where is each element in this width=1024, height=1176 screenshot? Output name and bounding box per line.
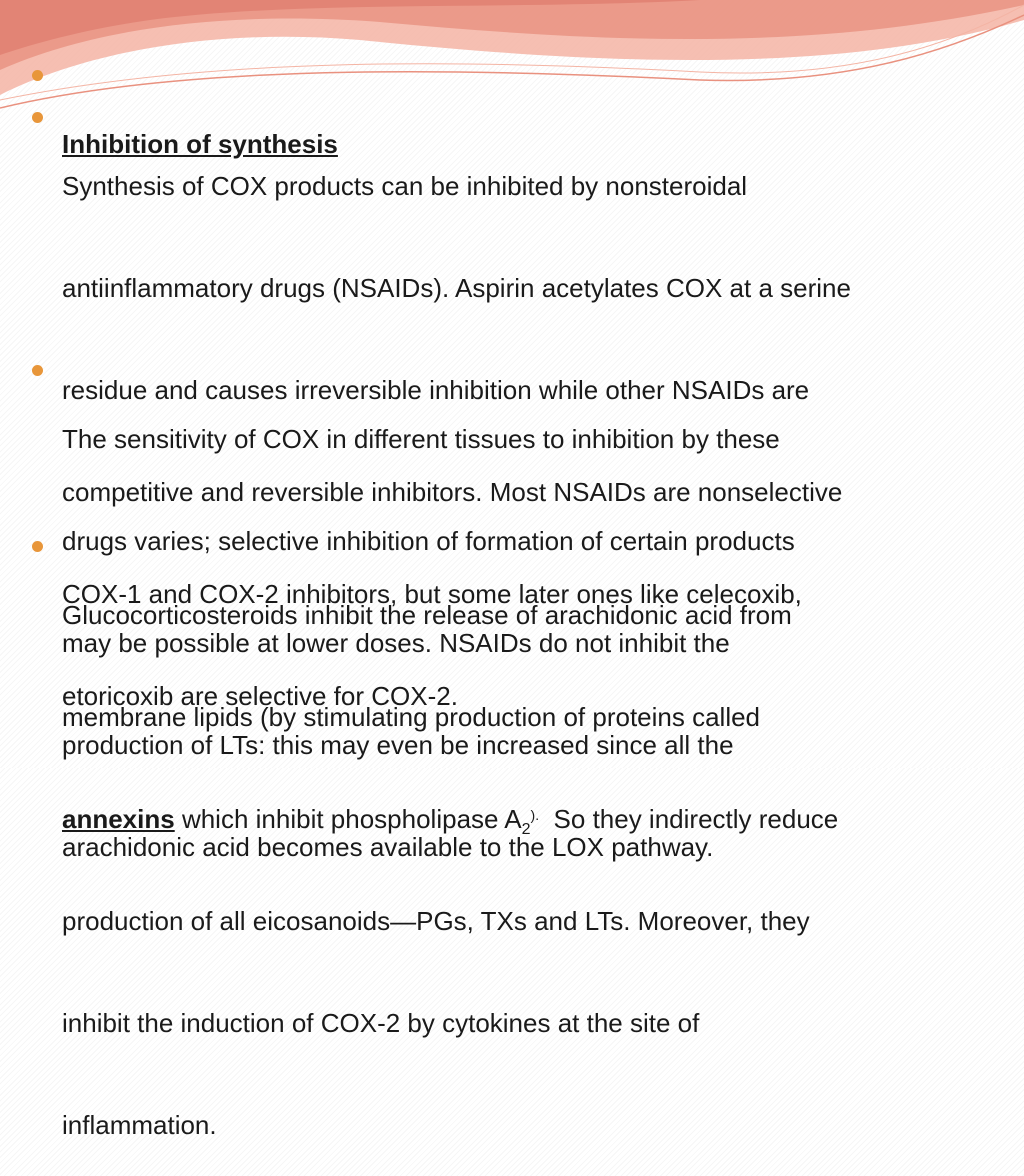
text-line: etoricoxib are selective for COX-2. bbox=[62, 681, 458, 711]
text-line: annexins which inhibit phospholipase A2)… bbox=[62, 802, 839, 838]
bold-term: annexins bbox=[62, 804, 175, 834]
bullet-dot bbox=[32, 365, 43, 376]
text-line: production of LTs: this may even be incr… bbox=[62, 730, 734, 760]
superscript: ). bbox=[530, 807, 540, 823]
text-line: inhibit the induction of COX-2 by cytoki… bbox=[62, 1008, 700, 1038]
heading: Inhibition of synthesis bbox=[62, 129, 338, 159]
bullet: Synthesis of COX products can be inhibit… bbox=[62, 101, 851, 747]
text-line: production of all eicosanoids—PGs, TXs a… bbox=[62, 906, 810, 936]
text-line: COX-1 and COX-2 inhibitors, but some lat… bbox=[62, 579, 802, 609]
bullet: Inhibition of synthesis bbox=[62, 59, 338, 195]
text-line: Synthesis of COX products can be inhibit… bbox=[62, 171, 748, 201]
text-line: competitive and reversible inhibitors. M… bbox=[62, 477, 843, 507]
bullet-dot bbox=[32, 112, 43, 123]
bullet: Glucocorticosteroids inhibit the release… bbox=[62, 530, 838, 1176]
text-line: Glucocorticosteroids inhibit the release… bbox=[62, 600, 792, 630]
slide: Inhibition of synthesis Synthesis of COX… bbox=[0, 0, 1024, 1140]
text-run: which inhibit phospholipase A bbox=[174, 804, 522, 834]
text-line: residue and causes irreversible inhibiti… bbox=[62, 375, 810, 405]
text-line: inflammation. bbox=[62, 1110, 217, 1140]
header-swoosh bbox=[0, 0, 1024, 109]
text-run: So they indirectly reduce bbox=[539, 804, 839, 834]
text-line: may be possible at lower doses. NSAIDs d… bbox=[62, 628, 730, 658]
text-line: drugs varies; selective inhibition of fo… bbox=[62, 526, 795, 556]
bullet-dot bbox=[32, 541, 43, 552]
bullet-dot bbox=[32, 70, 43, 81]
text-line: antiinflammatory drugs (NSAIDs). Aspirin… bbox=[62, 273, 851, 303]
subscript: 2 bbox=[521, 821, 531, 838]
text-line: The sensitivity of COX in different tiss… bbox=[62, 424, 780, 454]
text-line: membrane lipids (by stimulating producti… bbox=[62, 702, 761, 732]
